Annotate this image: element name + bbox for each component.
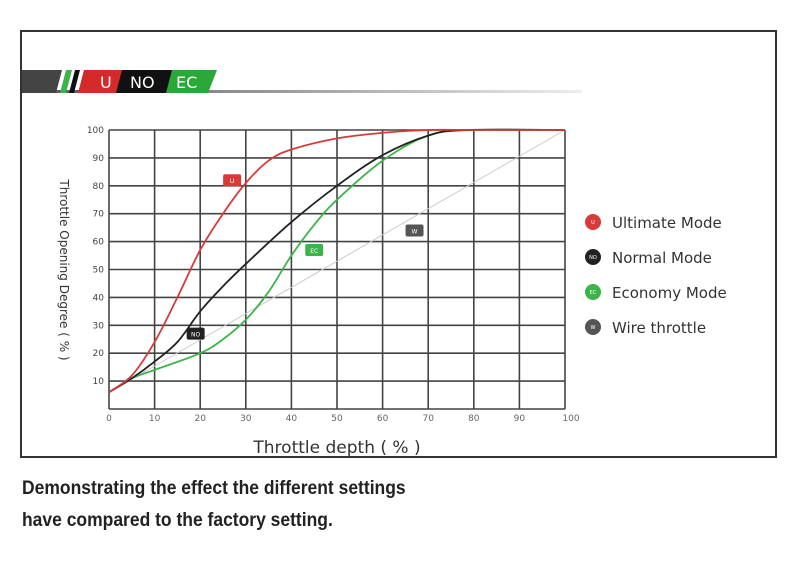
y-tick-label: 30	[93, 321, 105, 331]
legend-marker	[585, 319, 601, 335]
series-line-u	[108, 128, 565, 393]
chart-frame	[20, 30, 777, 458]
series-badge	[223, 174, 242, 187]
y-tick-label: 20	[93, 349, 105, 359]
x-axis-label: Throttle depth ( % )	[252, 438, 420, 458]
legend-marker	[585, 214, 601, 230]
x-tick-label: 0	[106, 414, 112, 424]
x-tick-label: 40	[286, 414, 298, 424]
legend-label: Wire throttle	[612, 319, 706, 337]
legend-label: Normal Mode	[612, 249, 712, 267]
caption-line-2: have compared to the factory setting.	[22, 510, 333, 531]
series-badge	[186, 327, 205, 340]
y-tick-label: 80	[93, 182, 105, 192]
x-tick-label: 30	[240, 414, 252, 424]
legend-marker	[585, 284, 601, 300]
logo-text: EC	[176, 73, 197, 92]
y-axis-label: Throttle Opening Degree ( % )	[57, 178, 71, 360]
x-tick-label: 90	[514, 414, 526, 424]
legend-marker-text: U	[591, 220, 595, 226]
series-badge-text: W	[412, 228, 418, 235]
legend-label: Economy Mode	[612, 284, 727, 302]
y-tick-label: 40	[93, 293, 105, 303]
series-badge-text: EC	[310, 248, 318, 255]
y-tick-label: 50	[93, 266, 105, 276]
x-tick-label: 10	[149, 414, 161, 424]
y-tick-label: 90	[93, 154, 105, 164]
legend-marker-text: NO	[589, 255, 597, 261]
logo-text: NO	[130, 73, 155, 92]
y-tick-label: 10	[93, 377, 105, 387]
series-badge-text: U	[230, 178, 234, 185]
x-tick-label: 20	[194, 414, 206, 424]
legend-marker-text: W	[591, 325, 596, 331]
y-tick-label: 70	[93, 210, 105, 220]
series-line-w	[108, 129, 566, 393]
x-tick-label: 100	[562, 414, 579, 424]
x-tick-label: 80	[468, 414, 480, 424]
y-tick-label: 60	[93, 238, 105, 248]
legend-marker-text: EC	[590, 290, 597, 296]
series-line-no	[108, 128, 566, 394]
caption-line-1: Demonstrating the effect the different s…	[22, 478, 406, 499]
logo-text: U	[100, 73, 112, 92]
mode-logo: U NO EC	[22, 70, 582, 93]
legend-label: Ultimate Mode	[612, 214, 722, 232]
series-badge-text: NO	[191, 332, 200, 339]
x-tick-label: 70	[422, 414, 434, 424]
series-badge	[305, 243, 324, 256]
y-tick-label: 100	[87, 126, 104, 136]
x-tick-label: 60	[377, 414, 389, 424]
x-tick-label: 50	[331, 414, 343, 424]
legend-marker	[585, 249, 601, 265]
series-badge	[405, 224, 424, 237]
